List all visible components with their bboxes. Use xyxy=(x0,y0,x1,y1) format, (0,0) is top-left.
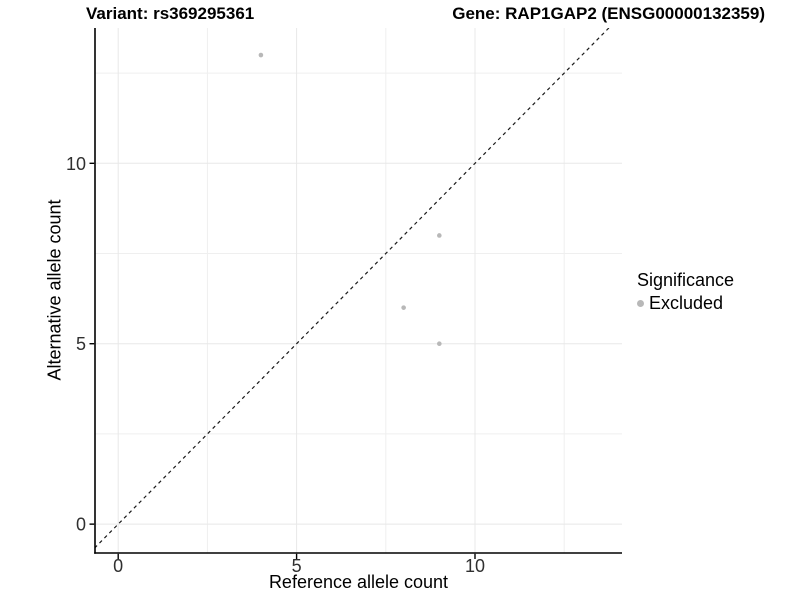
legend: Significance Excluded xyxy=(637,270,734,314)
legend-item-excluded: Excluded xyxy=(637,293,734,314)
y-tick-label: 10 xyxy=(66,154,86,174)
x-tick-label: 0 xyxy=(113,556,123,576)
y-tick-label: 5 xyxy=(76,334,86,354)
legend-item-label: Excluded xyxy=(649,293,724,313)
identity-line xyxy=(95,28,610,549)
gene-title: Gene: RAP1GAP2 (ENSG00000132359) xyxy=(452,4,765,23)
x-axis-title: Reference allele count xyxy=(268,572,449,592)
x-tick-label: 10 xyxy=(465,556,485,576)
data-point xyxy=(401,305,406,310)
y-tick-label: 0 xyxy=(76,515,86,535)
data-point xyxy=(258,52,264,58)
data-point xyxy=(437,341,442,347)
legend-title: Significance xyxy=(637,270,735,290)
y-axis-title: Alternative allele count xyxy=(44,199,65,381)
legend-point-icon xyxy=(637,300,644,307)
variant-title: Variant: rs369295361 xyxy=(86,4,255,23)
x-tick-label: 5 xyxy=(292,556,302,576)
data-point xyxy=(437,233,442,238)
title-row: Variant: rs369295361 Gene: RAP1GAP2 (ENS… xyxy=(86,4,765,24)
